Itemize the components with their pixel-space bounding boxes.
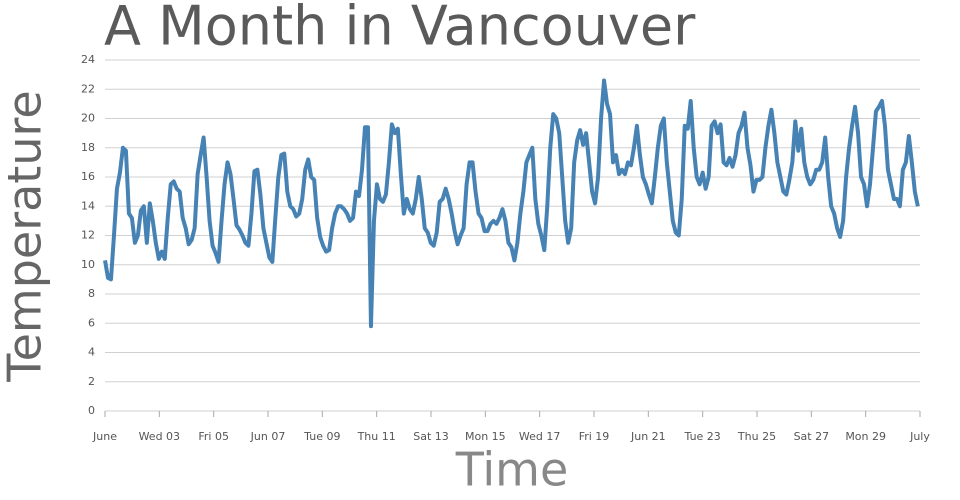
y-tick-label: 18: [81, 141, 95, 154]
x-tick-label: Mon 15: [465, 430, 506, 443]
x-tick-label: Sat 13: [413, 430, 449, 443]
x-tick-label: Jun 21: [630, 430, 666, 443]
x-tick-label: Tue 09: [303, 430, 340, 443]
x-tick-label: Fri 19: [579, 430, 610, 443]
x-tick-label: Thu 25: [737, 430, 776, 443]
x-tick-label: Tue 23: [684, 430, 721, 443]
y-tick-label: 6: [88, 316, 95, 329]
x-tick-label: June: [92, 430, 117, 443]
y-axis-label: Temperature: [0, 90, 52, 382]
y-tick-label: 14: [81, 199, 95, 212]
x-tick-label: Thu 11: [357, 430, 396, 443]
y-tick-label: 0: [88, 404, 95, 417]
x-axis-label: Time: [455, 443, 569, 497]
chart-title: A Month in Vancouver: [104, 0, 696, 58]
x-tick-label: Jun 07: [250, 430, 286, 443]
x-tick-label: Wed 17: [519, 430, 560, 443]
x-tick-label: Fri 05: [198, 430, 229, 443]
y-tick-label: 20: [81, 112, 95, 125]
x-tick-label: Wed 03: [139, 430, 180, 443]
y-tick-label: 10: [81, 258, 95, 271]
y-tick-label: 22: [81, 82, 95, 95]
y-tick-label: 4: [88, 346, 95, 359]
y-tick-label: 24: [81, 53, 95, 66]
y-tick-label: 16: [81, 170, 95, 183]
x-tick-label: Mon 29: [845, 430, 886, 443]
x-tick-label: Sat 27: [794, 430, 830, 443]
x-tick-label: July: [909, 430, 930, 443]
y-tick-label: 2: [88, 375, 95, 388]
y-tick-label: 8: [88, 287, 95, 300]
y-tick-label: 12: [81, 229, 95, 242]
data-line: [103, 78, 920, 329]
